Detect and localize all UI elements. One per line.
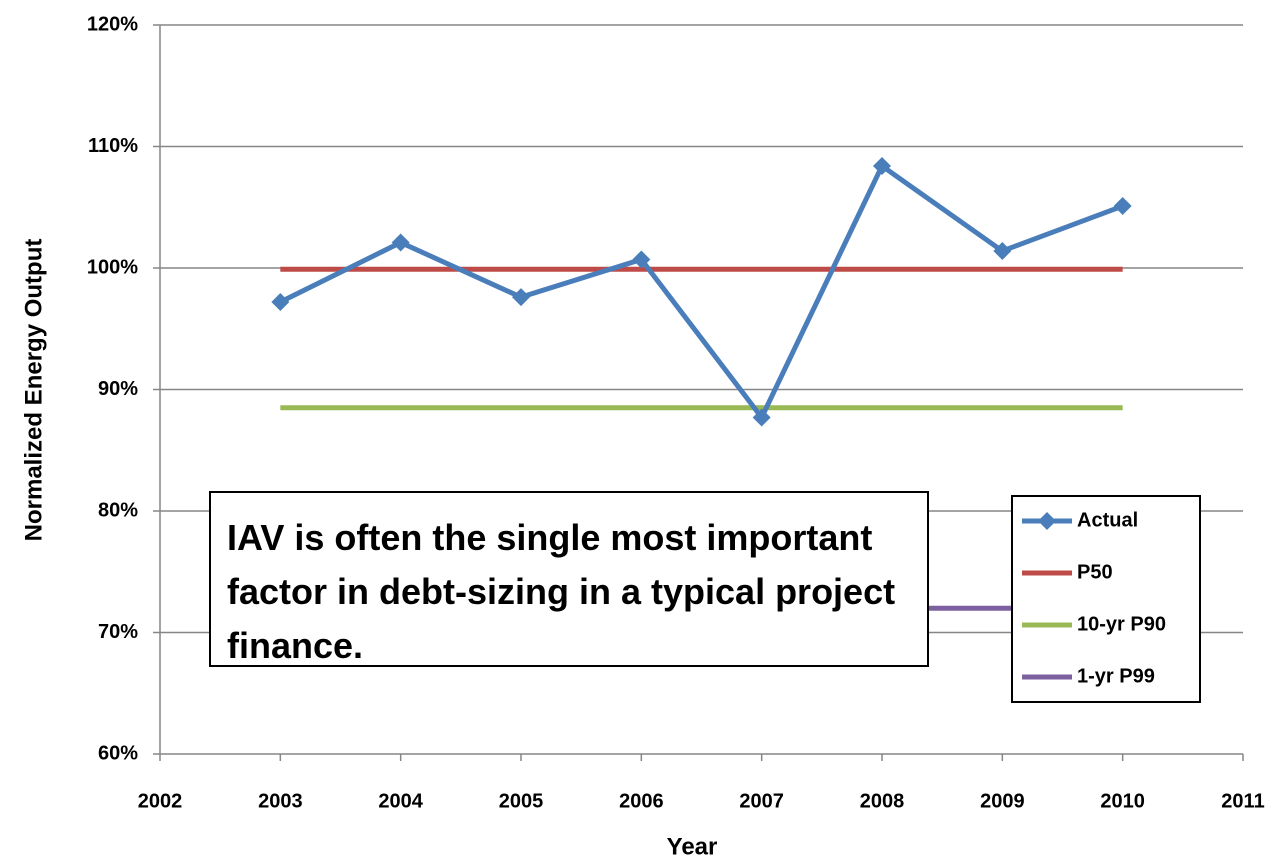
data-point [271, 293, 290, 312]
x-tick-label: 2005 [499, 790, 544, 812]
legend-box [1011, 495, 1201, 703]
legend: Actual P50 10-yr P90 1-yr P99 [1011, 495, 1201, 703]
legend-marker [1038, 512, 1056, 530]
y-tick-label: 80% [98, 499, 138, 521]
data-point [993, 241, 1012, 260]
x-axis-label: Year [667, 833, 718, 860]
y-tick-label: 100% [87, 256, 138, 278]
x-tick-label: 2008 [860, 790, 905, 812]
annotation: IAV is often the single most important f… [209, 491, 929, 667]
legend-label: Actual [1077, 509, 1138, 531]
y-tick-label: 120% [87, 13, 138, 35]
data-point [632, 250, 651, 269]
data-point [752, 408, 771, 427]
y-tick-label: 60% [98, 742, 138, 764]
legend-label: P50 [1077, 561, 1113, 583]
x-tick-label: 2002 [138, 790, 183, 812]
y-tick-label: 90% [98, 378, 138, 400]
data-point [391, 233, 410, 252]
x-tick-label: 2006 [619, 790, 664, 812]
data-point [512, 288, 530, 307]
x-tick-label: 2007 [739, 790, 784, 812]
x-tick-label: 2009 [980, 790, 1025, 812]
data-point [1113, 197, 1132, 216]
data-point [873, 156, 891, 175]
x-tick-label: 2011 [1221, 790, 1264, 812]
y-tick-label: 70% [98, 621, 138, 643]
y-tick-label: 110% [88, 135, 138, 157]
series-line [279, 163, 1124, 420]
y-axis-label: Normalized Energy Output [20, 239, 47, 542]
x-tick-label: 2003 [258, 790, 303, 812]
legend-label: 1-yr P99 [1077, 665, 1155, 687]
x-tick-label: 2010 [1100, 790, 1145, 812]
x-tick-label: 2004 [378, 790, 423, 812]
legend-label: 10-yr P90 [1077, 613, 1166, 635]
